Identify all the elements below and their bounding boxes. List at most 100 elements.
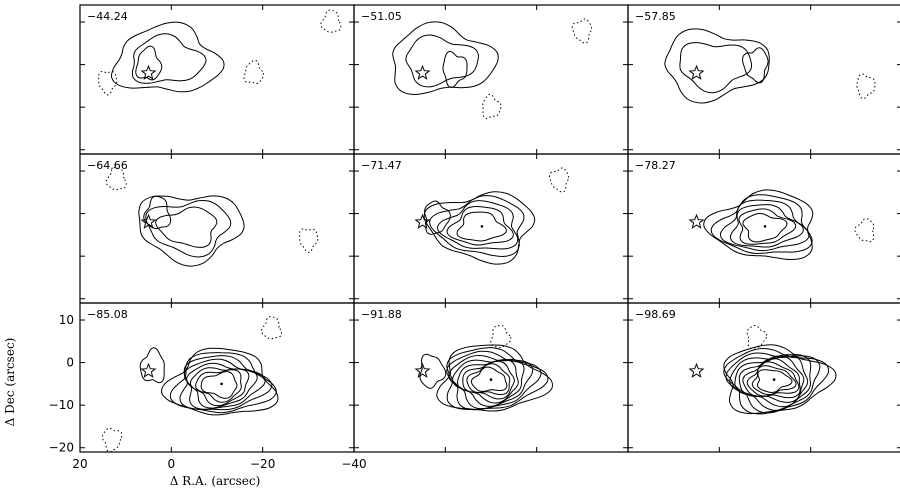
emission-contour <box>155 206 218 248</box>
emission-contour <box>756 369 793 393</box>
velocity-label: −91.88 <box>361 308 402 321</box>
peak-marker <box>772 378 776 381</box>
negative-contour <box>854 217 875 243</box>
peak-marker <box>480 225 484 228</box>
channel-panel: −98.69 <box>627 302 900 453</box>
y-tick-label: −20 <box>49 441 74 455</box>
emission-contour <box>457 359 519 404</box>
emission-contour <box>169 352 277 414</box>
emission-contour <box>729 204 804 248</box>
emission-contour <box>462 360 515 400</box>
negative-contour <box>490 324 512 349</box>
panels-layer: −44.24 −51.05 −57.85 −64.66 −71.47 −78.27 −85.… <box>79 4 900 453</box>
emission-contour <box>419 353 447 389</box>
velocity-label: −85.08 <box>87 308 128 321</box>
emission-contour <box>703 189 814 261</box>
emission-contour <box>442 51 468 89</box>
emission-contour <box>405 34 479 88</box>
emission-contour <box>738 208 797 245</box>
negative-contour <box>482 93 502 120</box>
panel-frame <box>79 153 355 304</box>
star-icon <box>414 213 431 229</box>
emission-contour <box>729 354 812 411</box>
emission-contour <box>470 366 508 392</box>
channel-panel: −71.47 <box>353 153 629 304</box>
contour-group <box>703 189 875 261</box>
emission-contour <box>751 365 797 396</box>
emission-contour <box>720 199 810 252</box>
velocity-label: −71.47 <box>361 159 402 172</box>
emission-contour <box>179 355 273 411</box>
emission-contour <box>742 212 788 243</box>
star-icon <box>140 213 157 229</box>
panel-frame <box>627 153 900 304</box>
negative-contour <box>260 316 283 340</box>
negative-contour <box>320 9 342 33</box>
velocity-label: −78.27 <box>635 159 676 172</box>
y-tick-label: −10 <box>49 398 74 412</box>
contour-group <box>423 167 570 265</box>
contour-group <box>392 18 593 120</box>
contour-group <box>98 9 342 96</box>
emission-contour <box>145 200 232 258</box>
emission-contour <box>451 358 525 407</box>
y-tick-label: 0 <box>66 356 74 370</box>
x-tick-label: −40 <box>341 457 366 471</box>
contour-group <box>419 324 553 412</box>
emission-contour <box>138 195 245 267</box>
negative-contour <box>746 324 768 349</box>
emission-contour <box>723 344 837 415</box>
panel-frame <box>353 153 629 304</box>
panel-frame <box>627 302 900 453</box>
emission-contour <box>423 191 536 265</box>
velocity-label: −98.69 <box>635 308 676 321</box>
emission-contour <box>135 45 163 81</box>
emission-contour <box>161 347 279 416</box>
negative-contour <box>571 18 593 44</box>
axis-layer: Δ R.A. (arcsec) Δ Dec (arcsec) 20 0 −20 −40… <box>3 313 367 488</box>
emission-contour <box>466 363 511 396</box>
peak-marker <box>220 382 223 386</box>
negative-contour <box>856 73 876 100</box>
emission-contour <box>143 195 172 230</box>
contour-group <box>664 28 876 104</box>
velocity-label: −44.24 <box>87 10 128 23</box>
x-tick-label: −20 <box>250 457 275 471</box>
emission-contour <box>734 354 809 408</box>
emission-contour <box>429 195 525 257</box>
emission-contour <box>131 33 207 84</box>
channel-panel: −64.66 <box>79 153 355 304</box>
negative-contour <box>98 70 118 96</box>
channel-panel: −78.27 <box>627 153 900 304</box>
star-icon <box>688 362 705 378</box>
emission-contour <box>746 361 800 397</box>
channel-panel: −91.88 <box>353 302 629 453</box>
emission-contour <box>139 347 165 384</box>
negative-contour <box>105 167 127 191</box>
contour-group <box>105 167 319 267</box>
y-axis-label: Δ Dec (arcsec) <box>3 338 17 427</box>
panel-frame <box>79 4 355 155</box>
y-tick-label: 10 <box>59 313 74 327</box>
emission-contour <box>195 369 242 403</box>
panel-frame <box>79 302 355 453</box>
velocity-label: −57.85 <box>635 10 676 23</box>
contour-group <box>101 316 283 452</box>
emission-contour <box>437 200 519 250</box>
emission-contour <box>392 21 499 96</box>
negative-contour <box>299 228 319 253</box>
peak-marker <box>489 378 493 381</box>
star-icon <box>140 362 157 378</box>
emission-contour <box>110 21 225 93</box>
emission-contour <box>436 344 553 412</box>
emission-contour <box>189 367 250 407</box>
x-tick-label: 20 <box>72 457 87 471</box>
channel-panel: −51.05 <box>353 4 629 155</box>
negative-contour <box>243 59 264 85</box>
star-icon <box>688 64 705 80</box>
negative-contour <box>101 427 123 452</box>
channel-panel: −57.85 <box>627 4 900 155</box>
negative-contour <box>548 167 570 193</box>
emission-contour <box>664 28 770 104</box>
